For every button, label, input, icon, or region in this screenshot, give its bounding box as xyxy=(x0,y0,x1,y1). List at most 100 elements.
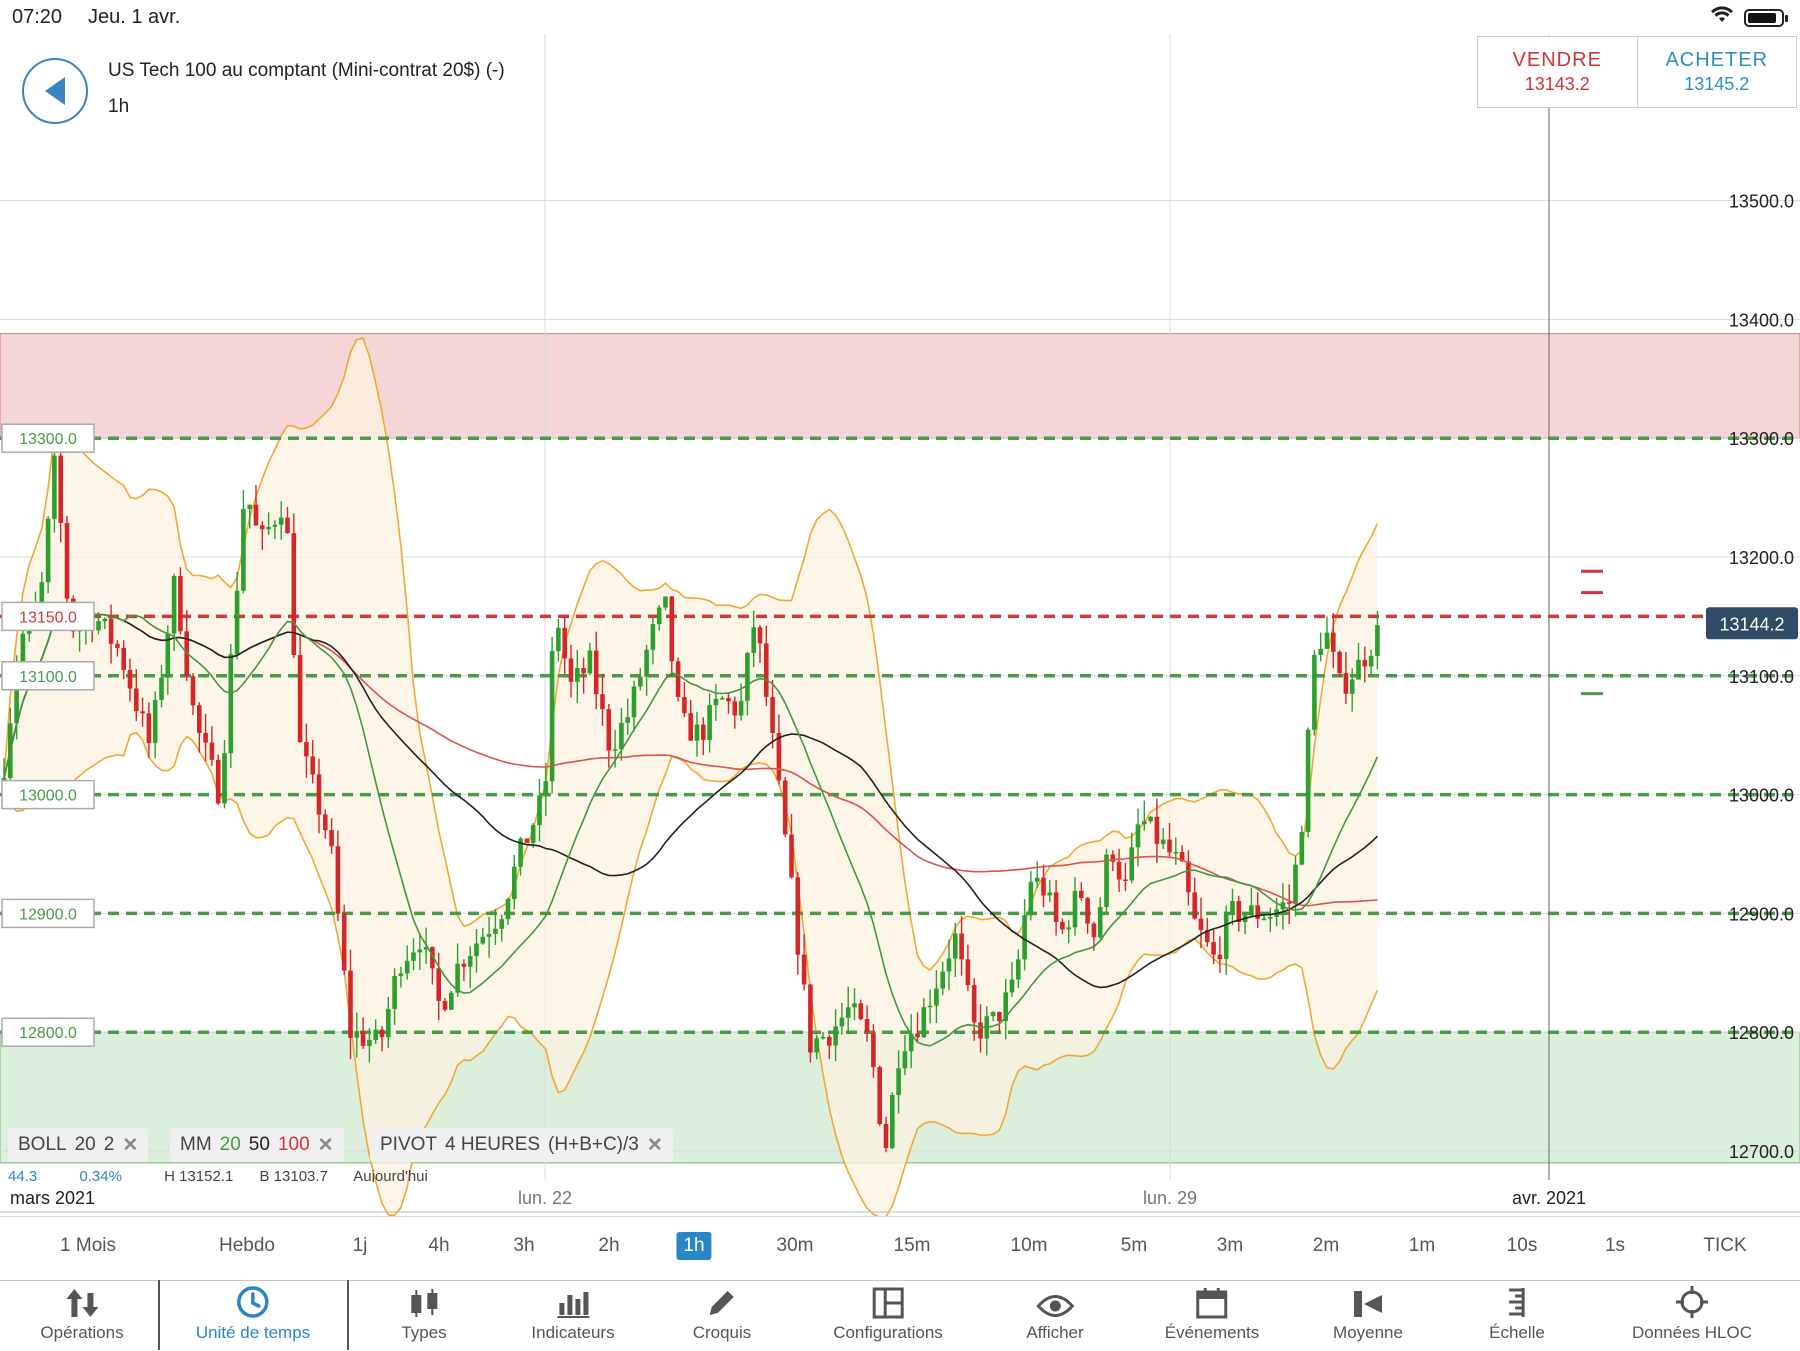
timeframe-30m[interactable]: 30m xyxy=(776,1235,814,1256)
tool-label: Indicateurs xyxy=(531,1323,615,1342)
candle-down xyxy=(1236,900,1242,923)
tool-types[interactable]: Types xyxy=(401,1281,447,1351)
layout-icon xyxy=(872,1287,904,1319)
candle-down xyxy=(593,650,599,695)
sell-price: 13143.2 xyxy=(1524,74,1590,94)
candle-up xyxy=(499,919,504,929)
candle-up xyxy=(845,1007,851,1018)
timeframe-1d[interactable]: 1j xyxy=(352,1235,368,1256)
indicator-name: MM xyxy=(180,1134,212,1155)
candle-up xyxy=(20,633,26,672)
pivot-level-tag xyxy=(1,1017,95,1047)
candle-up xyxy=(14,671,19,724)
candle-down xyxy=(1211,942,1216,955)
tool-indicators[interactable]: Indicateurs xyxy=(531,1281,615,1351)
candle-up xyxy=(650,624,656,650)
candle-down xyxy=(285,517,290,534)
candle-up xyxy=(266,526,271,530)
pivot-level-tag xyxy=(1,779,95,810)
candle-up xyxy=(638,676,643,687)
pivot-level-label: 13150.0 xyxy=(19,609,77,626)
timeframe-1h[interactable]: 1h xyxy=(676,1232,712,1260)
timeframe-10m[interactable]: 10m xyxy=(1010,1235,1048,1256)
sell-button[interactable]: VENDRE 13143.2 xyxy=(1478,37,1638,107)
candle-up xyxy=(373,1029,378,1040)
indicator-chip-boll[interactable]: BOLL 20 2 ✕ xyxy=(8,1128,149,1162)
candle-up xyxy=(663,596,668,608)
candle-up xyxy=(386,1008,391,1038)
pivot-level-label: 13300.0 xyxy=(19,431,77,448)
candle-up xyxy=(247,504,252,510)
tool-average[interactable]: Moyenne xyxy=(1333,1281,1403,1351)
candle-down xyxy=(669,596,675,662)
candle-up xyxy=(1135,824,1141,848)
timeframe-5m[interactable]: 5m xyxy=(1120,1235,1148,1256)
candle-down xyxy=(127,669,133,689)
candle-down xyxy=(1060,921,1065,930)
timeframe-2h[interactable]: 2h xyxy=(598,1235,620,1256)
remove-indicator-icon[interactable]: ✕ xyxy=(317,1134,334,1156)
timeframe-1m[interactable]: 1m xyxy=(1408,1235,1436,1256)
tab-divider xyxy=(158,1280,160,1350)
timeframe-10s[interactable]: 10s xyxy=(1506,1235,1538,1256)
candle-up xyxy=(1129,847,1134,881)
ma-20-line xyxy=(3,608,1379,1047)
tool-label: Croquis xyxy=(692,1323,752,1342)
status-bar: 07:20 Jeu. 1 avr. xyxy=(0,0,1800,34)
timeframe-15m[interactable]: 15m xyxy=(893,1235,931,1256)
pivot-level-label: 12900.0 xyxy=(19,906,77,923)
candle-down xyxy=(789,834,794,878)
info-percent: 0.34% xyxy=(79,1168,122,1182)
remove-indicator-icon[interactable]: ✕ xyxy=(122,1134,139,1156)
back-arrow-icon xyxy=(45,77,65,105)
timeframe-3m[interactable]: 3m xyxy=(1216,1235,1244,1256)
tool-hloc-data[interactable]: Données HLOC xyxy=(1632,1281,1752,1351)
timeframe-1s[interactable]: 1s xyxy=(1604,1235,1626,1256)
price-chart[interactable]: 13500.0 13400.0 13300.0 13200.0 13100.0 13000… xyxy=(0,34,1800,1216)
candle-down xyxy=(310,756,315,775)
operations-icon xyxy=(65,1289,98,1317)
candle-up xyxy=(902,1051,908,1069)
tool-sketch[interactable]: Croquis xyxy=(692,1281,752,1351)
candle-down xyxy=(978,1022,983,1039)
candle-down xyxy=(430,947,435,969)
candle-up xyxy=(1375,625,1380,656)
candle-up xyxy=(417,949,423,953)
candle-down xyxy=(1362,659,1368,667)
candle-down xyxy=(1041,877,1046,896)
candle-up xyxy=(1249,905,1254,916)
pivot-level-label: 12800.0 xyxy=(19,1025,77,1042)
candle-up xyxy=(272,524,278,527)
candle-down xyxy=(436,968,441,1001)
tool-time-unit[interactable]: Unité de temps xyxy=(196,1281,310,1351)
timeframe-4h[interactable]: 4h xyxy=(428,1235,450,1256)
timeframe-1-month[interactable]: 1 Mois xyxy=(60,1235,116,1256)
candle-down xyxy=(701,724,706,740)
candle-down xyxy=(1198,918,1204,931)
candle-down xyxy=(581,668,586,674)
indicator-chip-pivot[interactable]: PIVOT 4 HEURES (H+B+C)/3 ✕ xyxy=(370,1128,673,1162)
candle-down xyxy=(209,742,215,760)
indicator-chip-mm[interactable]: MM 20 50 100 ✕ xyxy=(170,1128,344,1162)
tool-configurations[interactable]: Configurations xyxy=(833,1281,943,1351)
y-tick-label: 13000.0 xyxy=(1729,786,1794,806)
back-button[interactable] xyxy=(22,58,88,124)
tool-operations[interactable]: Opérations xyxy=(40,1281,124,1351)
timeframe-2m[interactable]: 2m xyxy=(1312,1235,1340,1256)
candle-up xyxy=(719,698,725,700)
candle-up xyxy=(411,952,416,961)
remove-indicator-icon[interactable]: ✕ xyxy=(646,1134,663,1156)
candle-up xyxy=(278,517,284,525)
buy-button[interactable]: ACHETER 13145.2 xyxy=(1638,37,1797,107)
timeframe-tick[interactable]: TICK xyxy=(1703,1235,1747,1256)
candle-up xyxy=(1034,877,1040,882)
timeframe-weekly[interactable]: Hebdo xyxy=(219,1235,275,1256)
tool-events[interactable]: Événements xyxy=(1165,1281,1259,1351)
tool-display[interactable]: Afficher xyxy=(1026,1281,1084,1351)
candle-up xyxy=(537,795,542,826)
tool-label: Opérations xyxy=(40,1323,124,1342)
candle-down xyxy=(1255,905,1260,919)
timeframe-3h[interactable]: 3h xyxy=(513,1235,535,1256)
tool-scale[interactable]: Échelle xyxy=(1489,1281,1545,1351)
candle-down xyxy=(121,647,126,670)
